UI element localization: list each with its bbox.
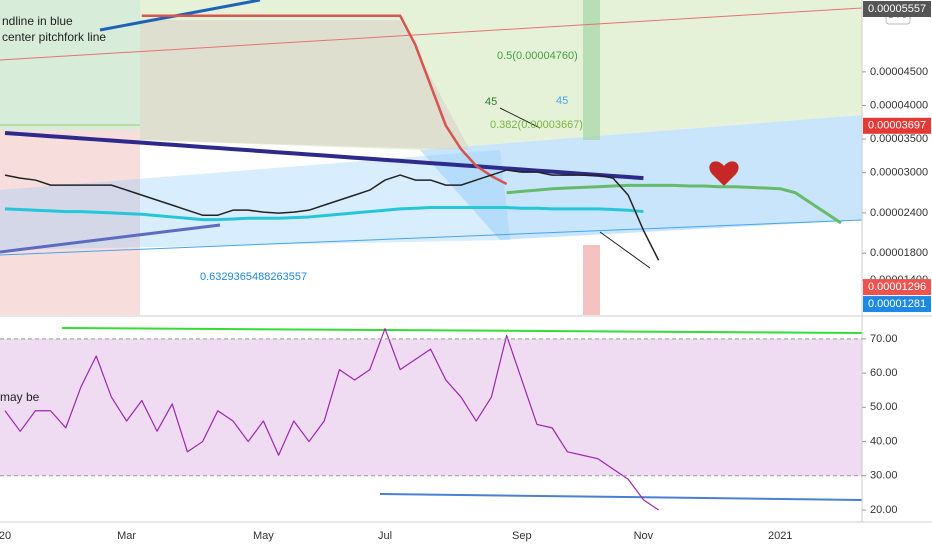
- y-tick-label: 0.00003500: [870, 133, 928, 145]
- price-label-box: [863, 296, 931, 313]
- shade: [583, 245, 600, 315]
- y-tick-label: 0.00002400: [870, 207, 928, 219]
- x-tick-label: 20: [0, 530, 11, 542]
- trendline: [0, 223, 221, 254]
- price-label: 0.00003697: [868, 120, 926, 132]
- y-tick-label: 0.00004000: [870, 99, 928, 111]
- trendline: [379, 493, 863, 501]
- price-label-box: [863, 117, 931, 134]
- annotation: 45: [485, 96, 497, 108]
- price-label-box: [863, 1, 931, 17]
- x-tick-label: Mar: [117, 530, 136, 542]
- annotation: 0.382(0.00003667): [490, 119, 583, 131]
- price-label: 0.00001281: [868, 298, 926, 310]
- annotation: 0.6329365488263557: [200, 271, 307, 283]
- trendline: [61, 327, 863, 334]
- x-tick-label: May: [253, 530, 274, 542]
- channel-fill: [0, 150, 510, 250]
- x-tick-label: Sep: [512, 530, 532, 542]
- price-label: 0.00001296: [868, 281, 926, 293]
- annotation: may be: [0, 390, 40, 404]
- series-line: [141, 14, 508, 186]
- series-line: [4, 130, 644, 181]
- series-line: [4, 169, 660, 261]
- series-line: [4, 328, 659, 511]
- trendline: [499, 107, 541, 129]
- shade: [0, 130, 140, 315]
- annotation: 45: [556, 95, 568, 107]
- trendline: [0, 7, 863, 61]
- y-tick-label: 70.00: [870, 333, 898, 345]
- annotation: ndline in blue: [2, 14, 73, 28]
- y-tick-label: 0.00003000: [870, 167, 928, 179]
- y-tick-label: 40.00: [870, 435, 898, 447]
- series-line: [4, 206, 644, 222]
- x-tick-label: Nov: [634, 530, 654, 542]
- y-tick-label: 30.00: [870, 470, 898, 482]
- trendline: [0, 219, 863, 256]
- annotation: center pitchfork line: [2, 30, 106, 44]
- rsi-band: [0, 338, 862, 476]
- price-label: 0.00005557: [868, 3, 926, 15]
- y-tick-label: 60.00: [870, 367, 898, 379]
- annotation: 0.5(0.00004760): [497, 50, 578, 62]
- heart-icon: [709, 161, 739, 186]
- trendline: [599, 231, 651, 269]
- price-label-box: [863, 279, 931, 296]
- shade: [0, 0, 140, 130]
- series-line: [506, 183, 842, 225]
- y-tick-label: 0.00004500: [870, 66, 928, 78]
- y-tick-label: 20.00: [870, 504, 898, 516]
- y-tick-label: 0.00001800: [870, 247, 928, 259]
- x-tick-label: Jul: [378, 530, 392, 542]
- y-tick-label: 50.00: [870, 401, 898, 413]
- shade: [140, 20, 470, 150]
- shade: [583, 0, 600, 140]
- x-tick-label: 2021: [768, 530, 792, 542]
